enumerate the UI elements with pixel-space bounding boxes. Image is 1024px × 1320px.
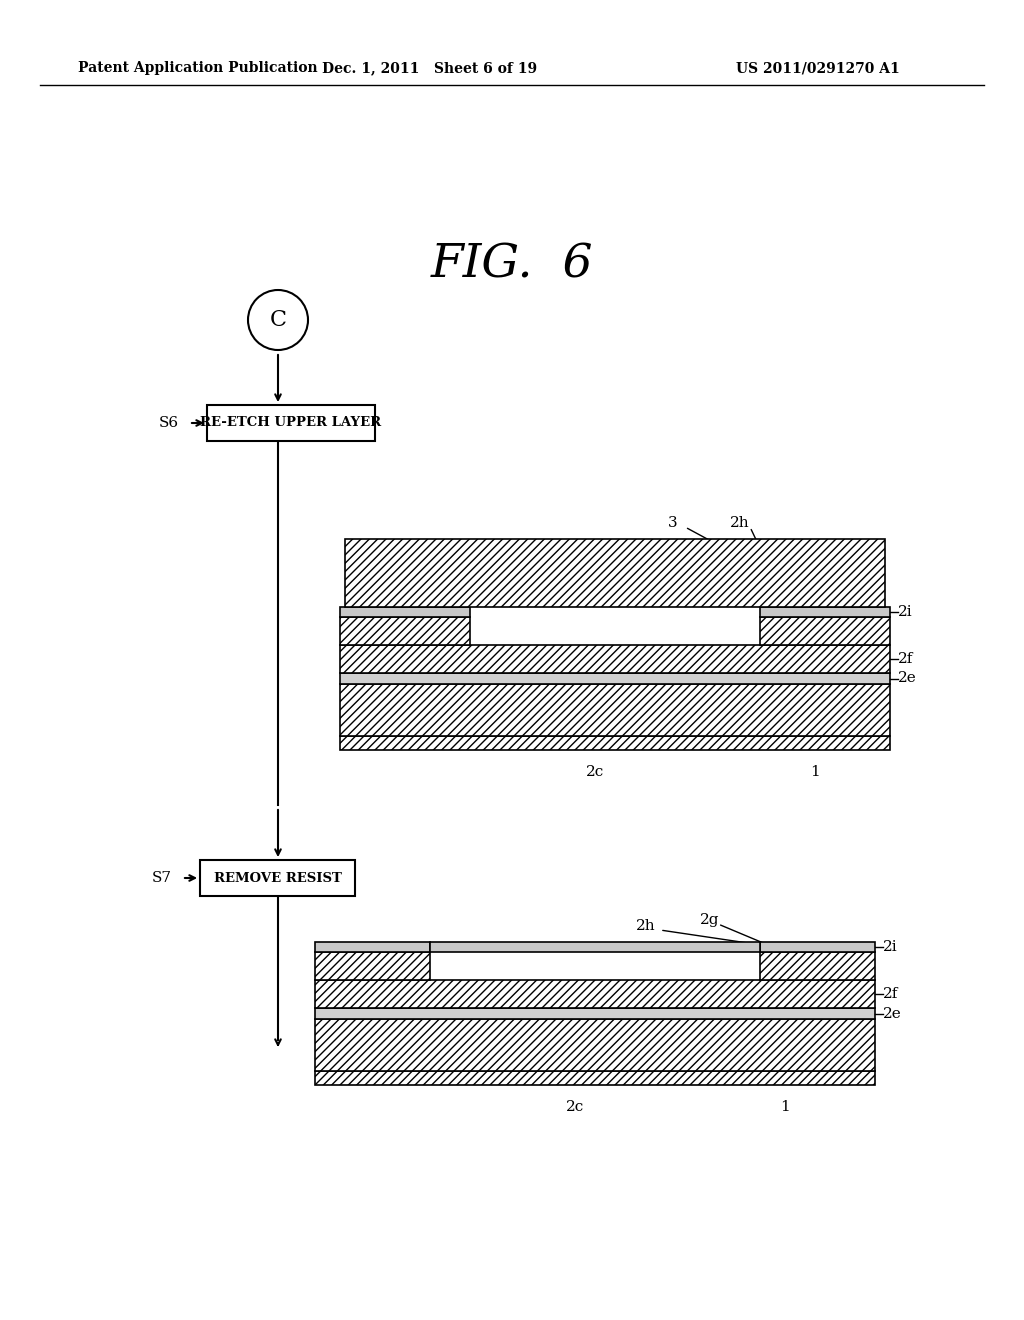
Bar (345, 539, 885, 607)
Text: Patent Application Publication: Patent Application Publication (78, 61, 317, 75)
Text: 2h: 2h (730, 516, 750, 531)
Text: 2c: 2c (566, 1100, 584, 1114)
Text: C: C (269, 309, 287, 331)
Bar (315, 1071, 874, 1085)
Text: S7: S7 (152, 871, 172, 884)
Bar (340, 737, 890, 750)
Bar (315, 979, 874, 1008)
Text: 2f: 2f (898, 652, 913, 667)
Text: 2i: 2i (898, 605, 912, 619)
Bar (760, 616, 890, 645)
Text: RE-ETCH UPPER LAYER: RE-ETCH UPPER LAYER (201, 417, 382, 429)
Bar (430, 942, 760, 952)
Text: 2g: 2g (700, 913, 720, 927)
Text: REMOVE RESIST: REMOVE RESIST (214, 871, 341, 884)
Bar (340, 645, 890, 673)
Bar (340, 673, 890, 684)
Bar (760, 942, 874, 952)
Bar (340, 607, 470, 616)
Bar (315, 1008, 874, 1019)
Text: S6: S6 (159, 416, 179, 430)
Text: 2e: 2e (898, 672, 916, 685)
Text: 2h: 2h (636, 919, 655, 933)
Text: FIG.  6: FIG. 6 (431, 243, 593, 288)
Bar (315, 952, 430, 979)
Bar (760, 607, 890, 616)
Bar (340, 684, 890, 737)
Bar (200, 861, 355, 896)
Text: 2c: 2c (586, 766, 604, 779)
Bar (340, 616, 470, 645)
Bar (760, 952, 874, 979)
Text: 2i: 2i (883, 940, 898, 954)
Bar (207, 405, 375, 441)
Text: US 2011/0291270 A1: US 2011/0291270 A1 (736, 61, 900, 75)
Text: 1: 1 (810, 766, 820, 779)
Text: Dec. 1, 2011   Sheet 6 of 19: Dec. 1, 2011 Sheet 6 of 19 (323, 61, 538, 75)
Text: 3: 3 (668, 516, 678, 531)
Text: 2f: 2f (883, 987, 898, 1001)
Bar (315, 942, 430, 952)
Text: 1: 1 (780, 1100, 790, 1114)
Text: 2e: 2e (883, 1006, 902, 1020)
Bar (315, 1019, 874, 1071)
